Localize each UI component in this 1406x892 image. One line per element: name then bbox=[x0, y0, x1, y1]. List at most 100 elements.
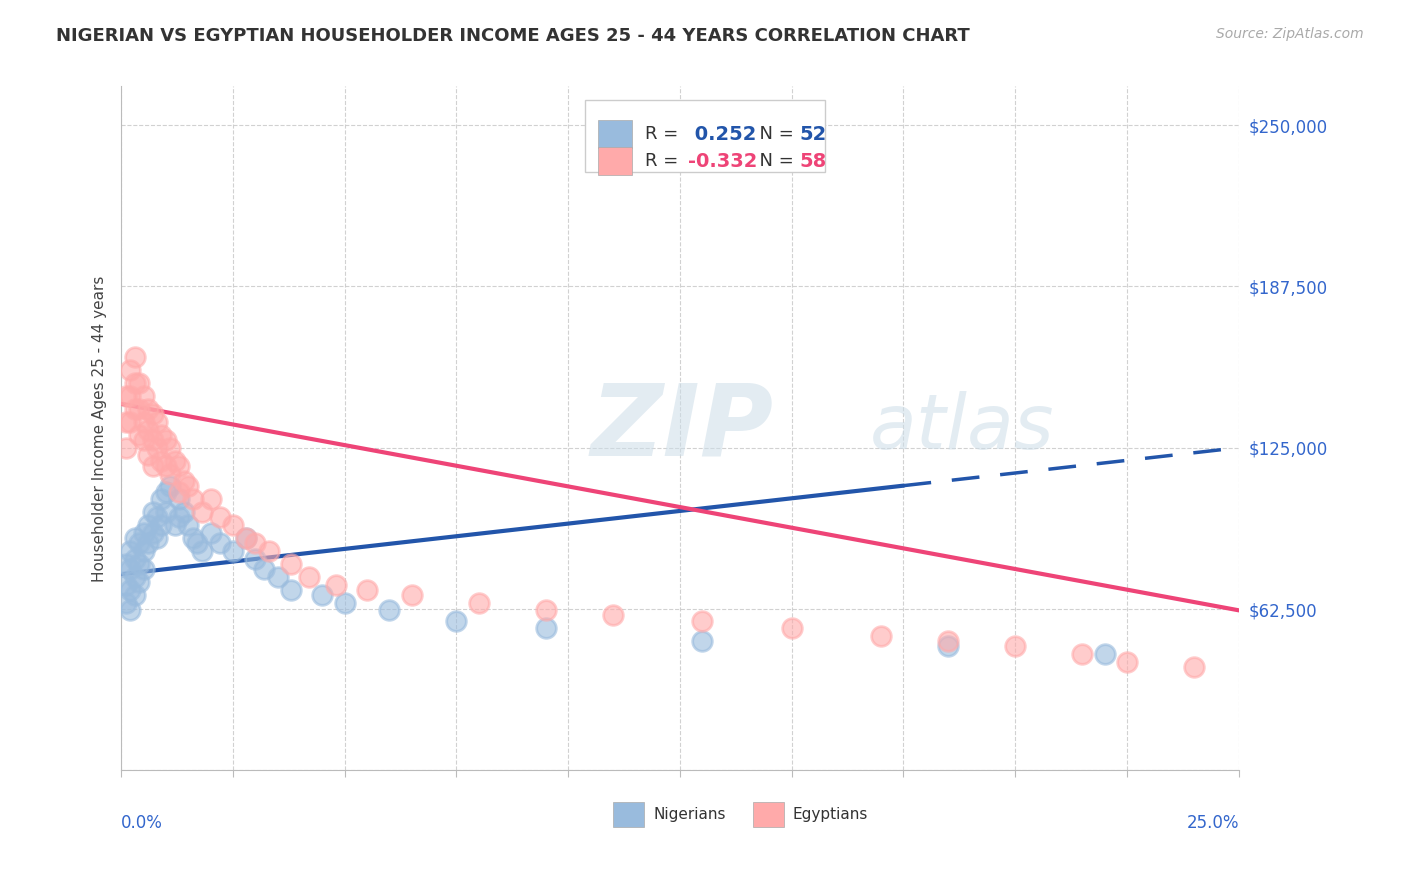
Point bbox=[190, 505, 212, 519]
Point bbox=[155, 484, 177, 499]
Point bbox=[124, 376, 146, 391]
Point bbox=[468, 596, 491, 610]
Point bbox=[936, 640, 959, 654]
Text: 52: 52 bbox=[800, 125, 827, 144]
Point bbox=[200, 492, 222, 507]
FancyBboxPatch shape bbox=[585, 100, 825, 172]
Point bbox=[120, 562, 142, 576]
Point bbox=[128, 557, 150, 571]
Point bbox=[150, 427, 173, 442]
Point bbox=[253, 562, 276, 576]
Point bbox=[132, 415, 155, 429]
Point bbox=[141, 458, 163, 473]
Text: -0.332: -0.332 bbox=[688, 152, 758, 170]
Point bbox=[120, 415, 142, 429]
Point bbox=[1004, 640, 1026, 654]
Point bbox=[124, 551, 146, 566]
Text: Nigerians: Nigerians bbox=[654, 807, 725, 822]
Point bbox=[169, 458, 191, 473]
Point bbox=[446, 614, 468, 628]
Point bbox=[245, 551, 267, 566]
Text: 0.0%: 0.0% bbox=[121, 814, 163, 832]
Point bbox=[692, 614, 714, 628]
Point bbox=[401, 588, 423, 602]
Point bbox=[186, 536, 208, 550]
Point bbox=[534, 621, 557, 635]
Point bbox=[177, 518, 200, 533]
Point bbox=[150, 518, 173, 533]
Point bbox=[128, 427, 150, 442]
Point bbox=[181, 492, 204, 507]
Point bbox=[169, 492, 191, 507]
Point bbox=[235, 531, 257, 545]
Point bbox=[114, 441, 136, 455]
Point bbox=[132, 562, 155, 576]
Point bbox=[298, 570, 321, 584]
Point bbox=[1182, 660, 1205, 674]
Point bbox=[692, 634, 714, 648]
Text: atlas: atlas bbox=[870, 392, 1054, 466]
Point bbox=[311, 588, 333, 602]
Point bbox=[1116, 655, 1139, 669]
Point bbox=[257, 544, 280, 558]
Point bbox=[235, 531, 257, 545]
Point bbox=[124, 531, 146, 545]
Text: ZIP: ZIP bbox=[591, 380, 773, 477]
Point bbox=[132, 389, 155, 403]
Point bbox=[155, 433, 177, 447]
Point bbox=[208, 536, 231, 550]
Point bbox=[245, 536, 267, 550]
Point bbox=[141, 505, 163, 519]
FancyBboxPatch shape bbox=[613, 803, 644, 827]
Point bbox=[173, 475, 195, 489]
Text: Source: ZipAtlas.com: Source: ZipAtlas.com bbox=[1216, 27, 1364, 41]
Point bbox=[132, 525, 155, 540]
Point bbox=[163, 453, 186, 467]
Point bbox=[114, 596, 136, 610]
Point bbox=[132, 433, 155, 447]
Y-axis label: Householder Income Ages 25 - 44 years: Householder Income Ages 25 - 44 years bbox=[93, 275, 107, 582]
Point bbox=[181, 531, 204, 545]
Point bbox=[141, 407, 163, 421]
Point bbox=[128, 376, 150, 391]
Text: R =: R = bbox=[645, 152, 685, 170]
Point bbox=[163, 518, 186, 533]
Point bbox=[222, 518, 245, 533]
Point bbox=[146, 531, 169, 545]
Point bbox=[128, 536, 150, 550]
Point bbox=[159, 467, 181, 481]
Point bbox=[177, 479, 200, 493]
Text: N =: N = bbox=[748, 152, 800, 170]
Point bbox=[1094, 647, 1116, 661]
Point bbox=[114, 557, 136, 571]
Point bbox=[120, 582, 142, 597]
Point bbox=[114, 577, 136, 591]
Point bbox=[132, 544, 155, 558]
Point bbox=[378, 603, 401, 617]
Point bbox=[120, 603, 142, 617]
Text: 58: 58 bbox=[800, 152, 827, 170]
Point bbox=[200, 525, 222, 540]
Point bbox=[128, 402, 150, 417]
Text: N =: N = bbox=[748, 125, 800, 143]
Point bbox=[155, 505, 177, 519]
Point bbox=[356, 582, 378, 597]
Text: NIGERIAN VS EGYPTIAN HOUSEHOLDER INCOME AGES 25 - 44 YEARS CORRELATION CHART: NIGERIAN VS EGYPTIAN HOUSEHOLDER INCOME … bbox=[56, 27, 970, 45]
Point bbox=[208, 510, 231, 524]
Point bbox=[124, 402, 146, 417]
Point bbox=[124, 570, 146, 584]
Point bbox=[169, 484, 191, 499]
Point bbox=[114, 389, 136, 403]
Point bbox=[155, 458, 177, 473]
Point bbox=[325, 577, 347, 591]
Point bbox=[124, 351, 146, 365]
Point bbox=[146, 415, 169, 429]
Point bbox=[114, 415, 136, 429]
Point bbox=[266, 570, 288, 584]
Point bbox=[333, 596, 356, 610]
Point bbox=[141, 525, 163, 540]
Point bbox=[146, 441, 169, 455]
Text: 25.0%: 25.0% bbox=[1187, 814, 1239, 832]
Text: Egyptians: Egyptians bbox=[793, 807, 869, 822]
Point bbox=[150, 492, 173, 507]
